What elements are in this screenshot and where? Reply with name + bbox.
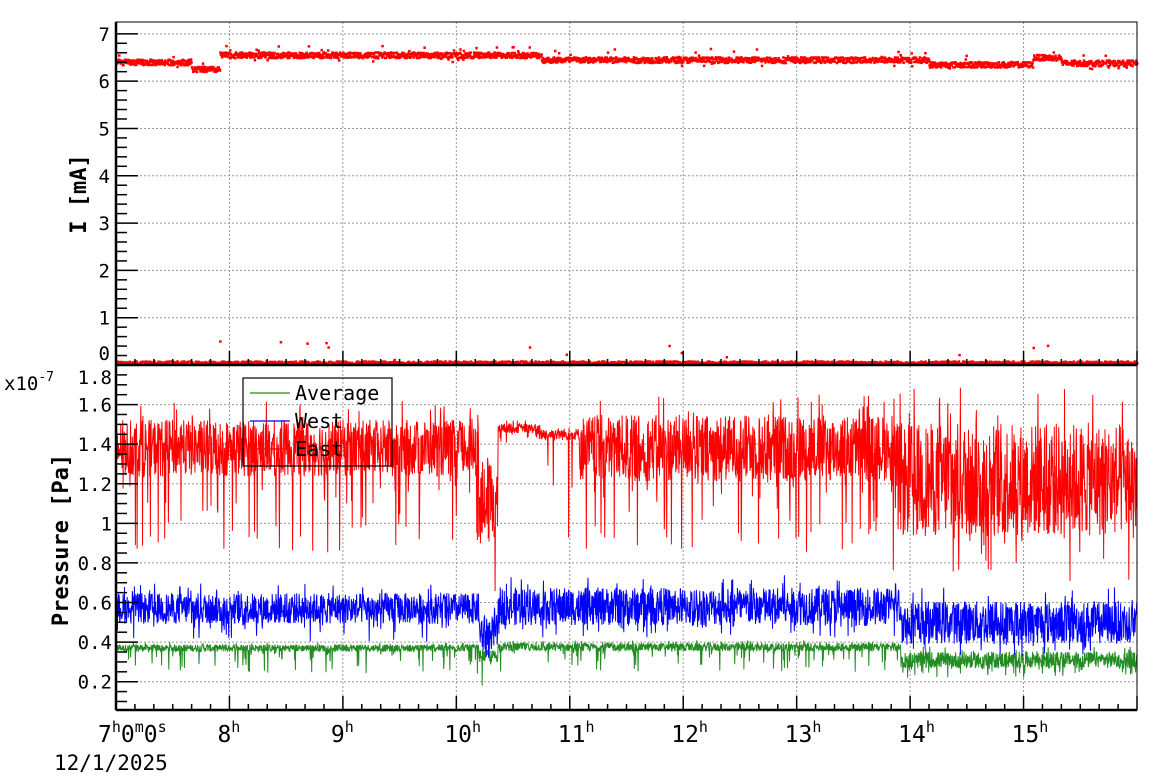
y-tick-label: 1.4 [78,434,112,456]
y-tick-label: 0.4 [78,632,112,654]
legend: Average West East [242,377,393,467]
legend-box [242,377,393,467]
x-tick-label: 8h [217,718,240,748]
series-average-line [115,640,1138,686]
current-markers [115,340,1139,366]
x-tick-label: 12h [671,718,708,748]
y-tick-label: 1 [101,513,112,535]
x-tick-label-suffix: h [585,718,594,736]
x-tick-label-suffix: h [231,718,240,736]
x-tick-label-suffix: h [472,718,481,736]
x-tick-label-suffix: h [1039,718,1048,736]
y-tick-label: 0.6 [78,593,112,615]
pressure-plot [115,387,1138,686]
x-tick-label-suffix: h [812,718,821,736]
y-axis-title-pressure: Pressure [Pa] [49,454,74,626]
x-tick-label-suffix: h [345,718,354,736]
y-tick-label: 0.2 [78,672,112,694]
x-tick-label: 7h0m0s [98,718,167,748]
y-tick-label: 3 [99,213,110,235]
y-tick-label: 1.8 [78,367,112,389]
x-tick-label-part: 0 [144,722,158,748]
x-tick-label-suffix: h [926,718,935,736]
y-tick-label: 4 [99,166,110,188]
y-scale-label: x10-7 [4,370,54,395]
current-plot [115,44,1139,366]
date-label: 12/1/2025 [54,751,168,775]
y-tick-label: 5 [99,118,110,140]
x-tick-label: 10h [444,718,481,748]
x-tick-label: 14h [898,718,935,748]
y-tick-label: 7 [99,24,110,46]
y-tick-label: 6 [99,71,110,93]
y-tick-label: 1.6 [78,395,112,417]
x-tick-label-part: 0 [121,722,135,748]
legend-label-east: East [295,437,343,461]
x-tick-label: 15h [1012,718,1049,748]
top-frame [115,21,1138,366]
axis-labels: 0 1 2 3 4 5 6 7 0.2 0.4 0.6 0.8 1 1.2 1.4 1.6 1.8 x10-7 7h… [4,24,1048,775]
x-tick-label-part: s [158,718,167,736]
x-tick-label: 9h [331,718,354,748]
legend-label-west: West [295,409,343,433]
current-markers [115,44,1139,74]
series-west-line [115,575,1138,659]
y-tick-label: 2 [99,260,110,282]
x-tick-label-suffix: h [699,718,708,736]
axes [114,21,1138,712]
series-east-line [115,387,1138,592]
y-tick-label: 0.8 [78,553,112,575]
y-scale-exponent: -7 [38,370,54,385]
y-tick-label: 0 [99,343,110,365]
y-tick-label: 1.2 [78,474,112,496]
legend-label-average: Average [295,381,379,405]
x-tick-label: 11h [558,718,595,748]
x-tick-label-part: h [112,718,121,736]
x-tick-label: 13h [785,718,822,748]
y-axis-title-current: I [mA] [67,154,92,233]
y-tick-label: 1 [99,308,110,330]
x-tick-label-part: m [135,718,144,736]
